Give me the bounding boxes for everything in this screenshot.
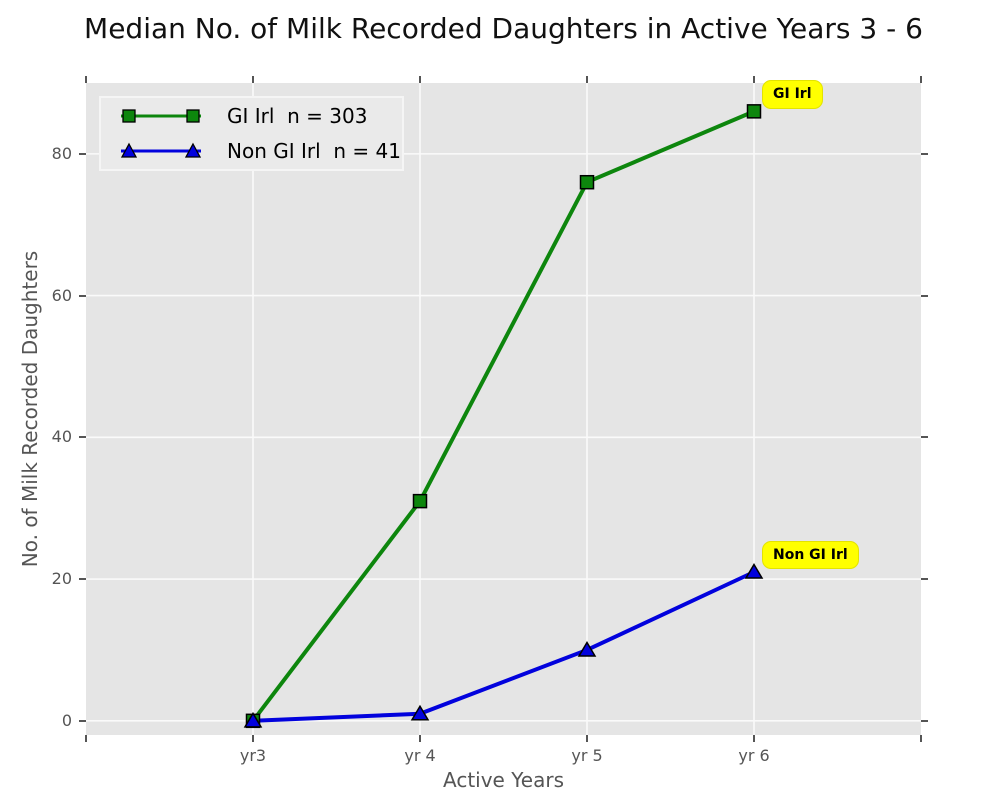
legend-key-canvas — [120, 142, 202, 158]
legend-key-blue-triangle-line-icon — [115, 140, 207, 162]
x-tick-mark — [586, 735, 588, 742]
legend-label-gi-irl: GI Irl n = 303 — [227, 103, 368, 128]
y-tick-label: 0 — [61, 710, 72, 730]
x-tick-mark — [419, 76, 421, 83]
legend-label-non-gi-irl: Non GI Irl n = 41 — [227, 139, 401, 164]
y-tick-label: 40 — [51, 427, 72, 447]
series-line-non-gi-irl — [251, 570, 756, 723]
x-tick-mark — [753, 76, 755, 83]
y-tick-mark — [79, 578, 86, 581]
y-tick-mark — [921, 578, 928, 581]
legend: GI Irl n = 303 Non GI Irl n = 41 — [99, 96, 404, 171]
legend-key-canvas — [121, 109, 201, 123]
marker-triangle — [577, 640, 597, 657]
x-tick-mark — [85, 76, 87, 83]
marker-square — [746, 104, 762, 119]
x-axis-label: Active Years — [443, 768, 564, 792]
y-tick-mark — [79, 152, 86, 155]
y-tick-mark — [921, 294, 928, 297]
annotation-gi-irl: GI Irl — [762, 80, 823, 109]
marker-square — [579, 174, 595, 190]
x-tick-mark — [85, 735, 87, 742]
plot-area — [86, 83, 921, 735]
marker-triangle — [410, 704, 430, 721]
y-tick-label: 80 — [51, 143, 72, 163]
x-tick-mark — [586, 76, 588, 83]
y-tick-mark — [921, 436, 928, 439]
x-tick-mark — [419, 735, 421, 742]
series-line-gi-irl — [251, 109, 756, 723]
x-tick-mark — [252, 735, 254, 742]
x-tick-label: yr 4 — [404, 746, 436, 765]
marker-triangle — [744, 563, 764, 579]
x-tick-label: yr3 — [239, 746, 267, 765]
y-tick-mark — [921, 152, 928, 155]
annotation-non-gi-irl: Non GI Irl — [762, 541, 859, 570]
marker-triangle — [243, 711, 263, 728]
chart-title: Median No. of Milk Recorded Daughters in… — [84, 12, 923, 45]
y-tick-mark — [79, 436, 86, 439]
y-tick-mark — [79, 719, 86, 722]
y-tick-mark — [79, 294, 86, 297]
x-tick-mark — [252, 76, 254, 83]
marker-square — [412, 493, 428, 509]
plot-canvas — [86, 83, 921, 735]
x-tick-mark — [920, 76, 922, 83]
x-tick-label: yr 5 — [571, 746, 603, 765]
x-tick-label: yr 6 — [738, 746, 770, 765]
y-tick-label: 60 — [51, 285, 72, 305]
legend-item-non-gi-irl: Non GI Irl n = 41 — [115, 135, 402, 167]
legend-key-green-square-line-icon — [115, 105, 207, 127]
legend-item-gi-irl: GI Irl n = 303 — [115, 100, 402, 132]
y-tick-label: 20 — [51, 569, 72, 589]
x-tick-mark — [920, 735, 922, 742]
y-tick-mark — [921, 719, 928, 722]
x-tick-mark — [753, 735, 755, 742]
